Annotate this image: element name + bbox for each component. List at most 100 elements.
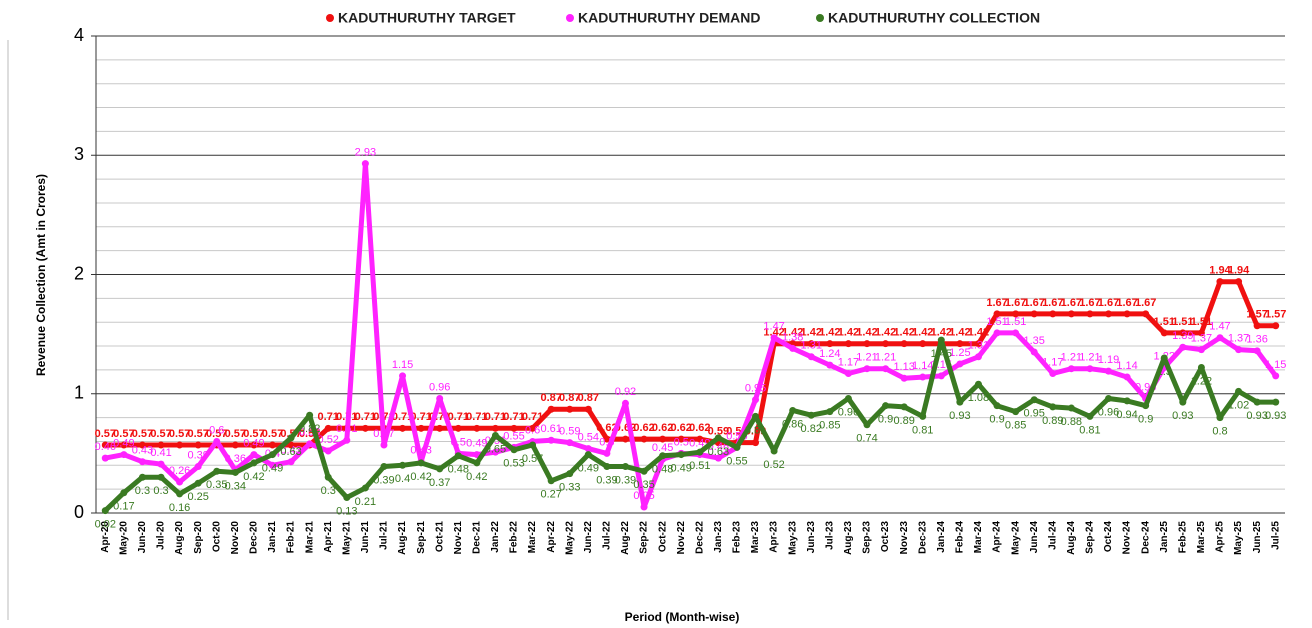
- x-tick-label: Jun-25: [1252, 521, 1263, 554]
- data-label: 0.6: [209, 424, 224, 436]
- data-point: [176, 490, 184, 498]
- data-label: 0.71: [503, 411, 524, 423]
- data-point: [436, 465, 444, 473]
- data-point: [1160, 329, 1168, 337]
- data-label: 0.61: [336, 423, 357, 435]
- data-label: 0.92: [615, 386, 636, 398]
- data-label: 1.21: [875, 352, 896, 364]
- data-point: [882, 402, 890, 410]
- data-label: 0.57: [522, 453, 543, 465]
- x-tick-label: Sep-22: [639, 521, 650, 554]
- data-label: 0.71: [355, 411, 376, 423]
- data-label: 0.57: [150, 428, 171, 440]
- data-label: 1.51: [1005, 316, 1026, 328]
- data-point: [621, 462, 629, 470]
- x-tick-label: May-20: [119, 521, 130, 555]
- data-point: [826, 408, 834, 416]
- x-tick-label: Jun-23: [806, 521, 817, 554]
- x-tick-label: Oct-24: [1103, 521, 1114, 553]
- legend-marker: [326, 14, 334, 22]
- data-label: 0.25: [187, 491, 208, 503]
- x-tick-label: Dec-21: [471, 521, 482, 554]
- data-point: [1179, 329, 1187, 337]
- data-label: 1.42: [968, 327, 989, 339]
- data-label: 1.67: [1116, 297, 1137, 309]
- data-label: 1.17: [1042, 356, 1063, 368]
- data-point: [1253, 347, 1261, 355]
- data-label: 0.57: [262, 428, 283, 440]
- data-label: 0.63: [708, 446, 729, 458]
- x-tick-label: Apr-23: [769, 521, 780, 553]
- data-label: 1.94: [1209, 265, 1231, 277]
- x-tick-label: Sep-21: [416, 521, 427, 554]
- data-label: 0.81: [912, 424, 933, 436]
- data-point: [1086, 412, 1094, 420]
- data-label: 0.02: [95, 519, 116, 531]
- data-point: [566, 405, 574, 413]
- x-tick-label: Jun-20: [137, 521, 148, 554]
- x-tick-label: Jun-24: [1029, 521, 1040, 554]
- data-point: [287, 434, 295, 442]
- data-point: [324, 473, 332, 481]
- data-point: [287, 458, 295, 466]
- data-point: [361, 160, 369, 168]
- data-label: 1.36: [1246, 334, 1267, 346]
- x-tick-label: Oct-20: [211, 521, 222, 553]
- data-point: [1272, 372, 1280, 380]
- data-point: [752, 412, 760, 420]
- x-tick-label: Jul-20: [156, 521, 167, 550]
- data-point: [436, 395, 444, 403]
- data-point: [250, 459, 258, 467]
- data-point: [343, 436, 351, 444]
- data-label: 1.67: [1098, 297, 1119, 309]
- data-point: [250, 441, 258, 449]
- x-tick-label: Sep-23: [862, 521, 873, 554]
- data-point: [826, 340, 834, 348]
- data-label: 0.96: [1098, 406, 1119, 418]
- legend-label: KADUTHURUTHY DEMAND: [578, 10, 761, 26]
- data-point: [844, 340, 852, 348]
- data-label: 1.42: [893, 327, 914, 339]
- data-label: 0.17: [113, 501, 134, 513]
- data-point: [361, 484, 369, 492]
- data-label: 1.42: [931, 327, 952, 339]
- data-label: 0.57: [113, 428, 134, 440]
- data-point: [399, 372, 407, 380]
- data-point: [956, 398, 964, 406]
- data-point: [1216, 334, 1224, 342]
- data-point: [1030, 396, 1038, 404]
- data-label: 1.57: [1246, 309, 1267, 321]
- x-tick-label: Aug-20: [174, 521, 185, 555]
- data-label: 0.57: [373, 428, 394, 440]
- data-label: 0.71: [466, 411, 487, 423]
- data-point: [213, 437, 221, 445]
- data-point: [380, 462, 388, 470]
- data-label: 0.85: [1005, 420, 1026, 432]
- data-label: 0.82: [299, 423, 320, 435]
- data-point: [807, 340, 815, 348]
- y-tick-label: 2: [74, 263, 84, 283]
- data-point: [937, 372, 945, 380]
- data-label: 0.62: [596, 422, 617, 434]
- x-tick-label: Dec-24: [1140, 521, 1151, 554]
- data-label: 0.33: [559, 482, 580, 494]
- data-point: [1272, 322, 1280, 330]
- data-label: 0.27: [540, 489, 561, 501]
- data-point: [120, 441, 128, 449]
- data-label: 1.42: [782, 327, 803, 339]
- data-label: 0.62: [689, 422, 710, 434]
- data-point: [584, 405, 592, 413]
- data-point: [807, 353, 815, 361]
- x-tick-label: Nov-23: [899, 521, 910, 555]
- data-label: 0.62: [671, 422, 692, 434]
- data-label: 0.43: [280, 445, 301, 457]
- data-label: 1.51: [986, 316, 1007, 328]
- data-point: [919, 412, 927, 420]
- data-label: 1.42: [763, 327, 784, 339]
- x-tick-label: Dec-23: [917, 521, 928, 554]
- data-label: 0.53: [503, 458, 524, 470]
- data-label: 0.49: [671, 462, 692, 474]
- data-point: [659, 452, 667, 460]
- data-label: 1.24: [819, 348, 840, 360]
- data-point: [138, 473, 146, 481]
